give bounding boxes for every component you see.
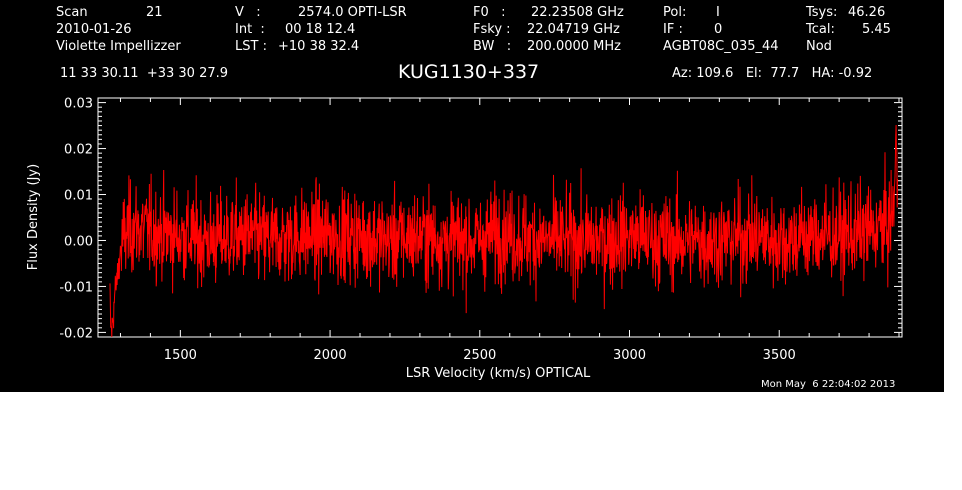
observer-name: Violette Impellizzer bbox=[56, 39, 181, 54]
tsys-value: 46.26 bbox=[848, 5, 886, 20]
tsys-label: Tsys: bbox=[806, 5, 838, 20]
x-tick-label: 3000 bbox=[613, 348, 646, 363]
x-tick-label: 2000 bbox=[314, 348, 347, 363]
y-tick-label: 0.02 bbox=[64, 143, 93, 158]
y-tick-label: -0.02 bbox=[59, 326, 93, 341]
integration-value: 00 18 12.4 bbox=[285, 22, 356, 37]
tcal-value: 5.45 bbox=[862, 22, 891, 37]
if-label: IF : bbox=[663, 22, 683, 37]
x-tick-label: 3500 bbox=[763, 348, 796, 363]
plot-timestamp: Mon May 6 22:04:02 2013 bbox=[761, 379, 896, 390]
velocity-value: 2574.0 OPTI-LSR bbox=[298, 5, 407, 20]
bandwidth-value: 200.0000 MHz bbox=[527, 39, 621, 54]
f0-label: F0 : bbox=[473, 5, 506, 20]
plot-canvas bbox=[0, 0, 944, 392]
pol-label: Pol: bbox=[663, 5, 687, 20]
scan-value: 21 bbox=[146, 5, 163, 20]
fsky-label: Fsky : bbox=[473, 22, 511, 37]
scan-label: Scan bbox=[56, 5, 88, 20]
if-value: 0 bbox=[714, 22, 723, 37]
project-id: AGBT08C_035_44 bbox=[663, 39, 779, 54]
fsky-value: 22.04719 GHz bbox=[527, 22, 620, 37]
y-tick-label: 0.00 bbox=[64, 234, 93, 249]
x-axis-label: LSR Velocity (km/s) OPTICAL bbox=[406, 366, 591, 381]
x-tick-label: 2500 bbox=[463, 348, 496, 363]
y-tick-label: 0.03 bbox=[64, 97, 93, 112]
observing-mode: Nod bbox=[806, 39, 832, 54]
spectrum-plot: 1500 2000 2500 3000 3500 -0.02 -0.01 0.00 0.01 0.… bbox=[26, 97, 903, 381]
y-axis-label: Flux Density (Jy) bbox=[26, 164, 41, 270]
y-tick-label: 0.01 bbox=[64, 189, 93, 204]
lst-label: LST : bbox=[235, 39, 267, 54]
source-name: KUG1130+337 bbox=[398, 61, 540, 83]
source-coordinates: 11 33 30.11 +33 30 27.9 bbox=[60, 66, 229, 81]
az-el-ha: Az: 109.6 El: 77.7 HA: -0.92 bbox=[672, 66, 873, 81]
bandwidth-label: BW : bbox=[473, 39, 512, 54]
lst-value: +10 38 32.4 bbox=[278, 39, 360, 54]
tcal-label: Tcal: bbox=[806, 22, 835, 37]
observation-date: 2010-01-26 bbox=[56, 22, 132, 37]
f0-value: 22.23508 GHz bbox=[531, 5, 624, 20]
y-tick-label: -0.01 bbox=[59, 280, 93, 295]
pol-value: I bbox=[716, 5, 720, 20]
x-tick-label: 1500 bbox=[164, 348, 197, 363]
integration-label: Int : bbox=[235, 22, 265, 37]
spectrum-trace bbox=[109, 124, 898, 338]
velocity-label: V : bbox=[235, 5, 261, 20]
